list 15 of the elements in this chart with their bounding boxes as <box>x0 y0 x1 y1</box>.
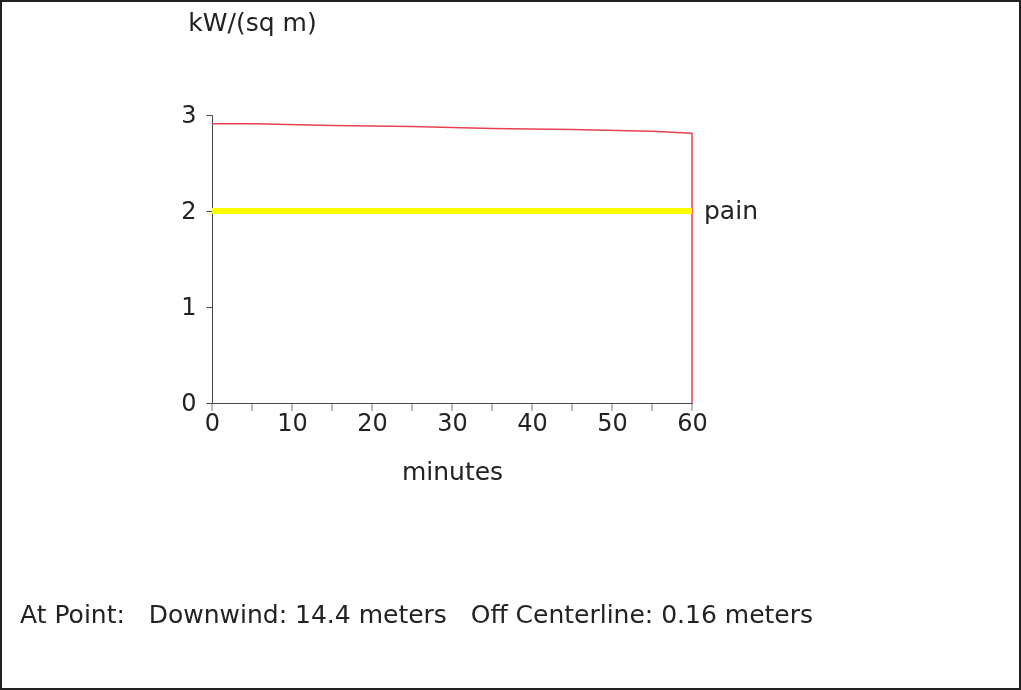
x-tick-label: 50 <box>597 408 628 437</box>
x-tick-label: 40 <box>517 408 548 437</box>
text: At Point: Downwind: 14.4 meters Off Centerline: 0.16 meters <box>20 600 814 629</box>
x-tick-label: 20 <box>357 408 388 437</box>
x-tick-label: 60 <box>677 408 708 437</box>
x-tick-label: 30 <box>437 408 468 437</box>
x-tick-label: 0 <box>204 408 221 437</box>
y-tick-label: 0 <box>181 388 197 417</box>
x-axis-title: minutes <box>401 456 504 486</box>
ref-line-label: pain <box>704 196 758 225</box>
x-tick-label: 10 <box>277 408 308 437</box>
y-tick-label: 1 <box>181 292 197 321</box>
y-tick-label: 2 <box>181 196 197 225</box>
y-axis-title: kW/(sq m) <box>188 7 317 37</box>
y-tick-label: 3 <box>181 100 197 129</box>
